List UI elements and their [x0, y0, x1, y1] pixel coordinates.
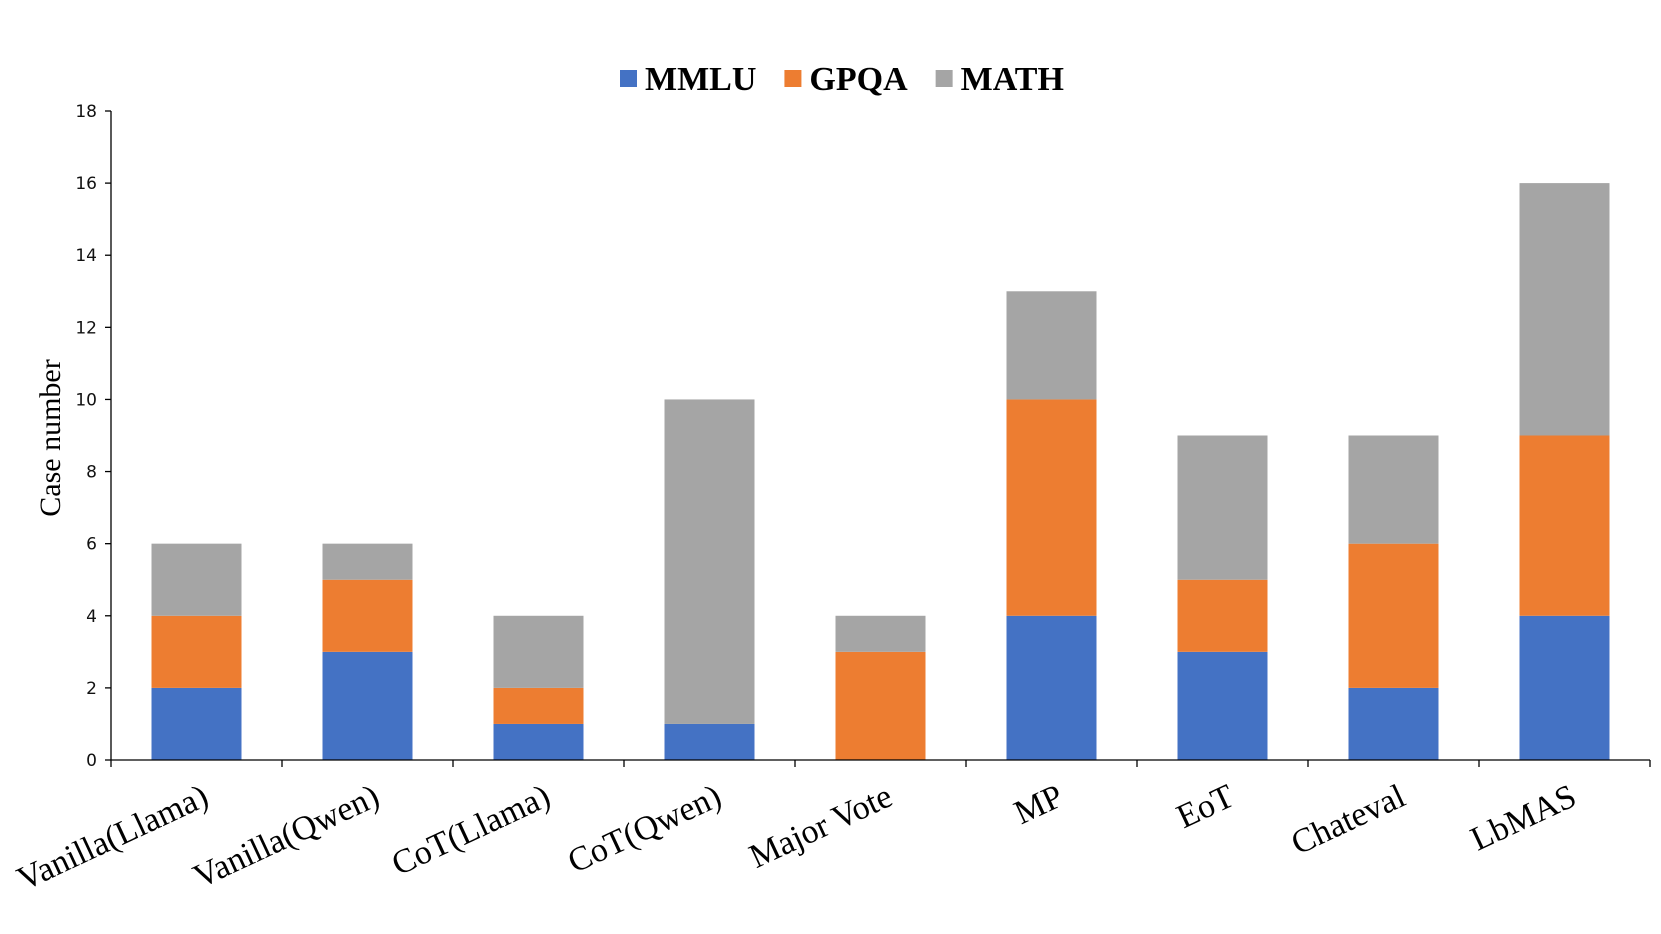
x-category-label: Vanilla(Qwen)	[188, 778, 385, 896]
y-tick-label: 16	[75, 174, 97, 194]
bar-gpqa-cot-llama	[493, 687, 584, 724]
x-category-label: EoT	[1171, 778, 1240, 836]
bar-mmlu-vanilla-qwen	[322, 651, 413, 760]
x-category-label: LbMAS	[1465, 778, 1582, 859]
y-tick-label: 0	[86, 751, 97, 771]
bar-gpqa-lbmas	[1519, 435, 1610, 616]
bar-mmlu-lbmas	[1519, 615, 1610, 760]
y-tick-label: 2	[86, 679, 97, 699]
bar-math-vanilla-llama	[151, 543, 242, 616]
y-axis-title: Case number	[34, 359, 67, 516]
x-category-label: Major Vote	[744, 778, 898, 876]
bar-mmlu-cot-qwen	[664, 723, 755, 760]
y-tick-label: 10	[75, 390, 97, 410]
legend: MMLU GPQA MATH	[620, 61, 1064, 98]
y-axis-ticks: 0 2 4 6 8 10 12 14 16 18	[75, 102, 111, 771]
bar-math-cot-qwen	[664, 399, 755, 724]
y-tick-label: 12	[75, 318, 97, 338]
legend-label-gpqa: GPQA	[809, 61, 908, 98]
bar-mmlu-chateval	[1348, 687, 1439, 760]
bar-math-major-vote	[835, 615, 926, 652]
legend-swatch-gpqa	[784, 70, 802, 87]
x-category-label: CoT(Llama)	[386, 778, 556, 883]
legend-label-math: MATH	[961, 61, 1064, 98]
bar-gpqa-mp	[1006, 399, 1097, 616]
bar-gpqa-vanilla-llama	[151, 615, 242, 688]
y-tick-label: 14	[75, 246, 97, 266]
bars	[151, 183, 1610, 760]
bar-mmlu-vanilla-llama	[151, 687, 242, 760]
bar-math-mp	[1006, 291, 1097, 400]
bar-gpqa-vanilla-qwen	[322, 579, 413, 652]
bar-mmlu-cot-llama	[493, 723, 584, 760]
bar-math-eot	[1177, 435, 1268, 580]
x-axis-labels: Vanilla(Llama)Vanilla(Qwen) CoT(Llama) CoT…	[12, 778, 1582, 899]
bar-math-chateval	[1348, 435, 1439, 544]
y-tick-label: 8	[86, 463, 97, 483]
bar-gpqa-major-vote	[835, 651, 926, 760]
x-category-label: Vanilla(Llama)	[12, 778, 214, 899]
bar-mmlu-eot	[1177, 651, 1268, 760]
x-category-label: Chateval	[1286, 778, 1411, 863]
bar-math-lbmas	[1519, 183, 1610, 436]
bar-gpqa-eot	[1177, 579, 1268, 652]
bar-mmlu-mp	[1006, 615, 1097, 760]
bar-math-vanilla-qwen	[322, 543, 413, 580]
legend-swatch-math	[935, 70, 953, 87]
x-category-label: CoT(Qwen)	[562, 778, 727, 881]
x-axis-ticks	[110, 760, 1651, 767]
y-tick-label: 6	[86, 535, 97, 555]
legend-label-mmlu: MMLU	[645, 61, 756, 98]
y-tick-label: 4	[86, 607, 97, 627]
legend-swatch-mmlu	[620, 70, 637, 87]
y-tick-label: 18	[75, 102, 97, 122]
bar-math-cot-llama	[493, 615, 584, 688]
bar-gpqa-chateval	[1348, 543, 1439, 688]
x-category-label: MP	[1009, 778, 1069, 832]
